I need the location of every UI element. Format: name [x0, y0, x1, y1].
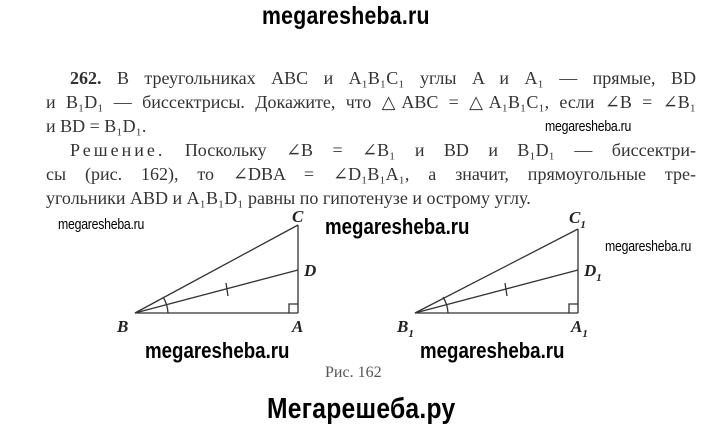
solution-line-text: сы (рис. 162), то ∠DBA = ∠D₁B₁A₁, а знач… [46, 164, 696, 184]
label-d1: D1 [583, 261, 602, 284]
angle-arc [162, 296, 169, 314]
right-angle-mark [568, 303, 578, 313]
triangle-a1b1c1 [414, 228, 579, 314]
side-bc [134, 224, 299, 314]
label-d: D [303, 261, 316, 280]
side-b1c1 [414, 228, 579, 314]
problem-line-2: и B₁D₁ — биссектрисы. Докажите, что △ABC… [46, 90, 696, 114]
label-a: A [291, 317, 303, 336]
watermark-top: megaresheba.ru [262, 2, 430, 30]
solution-line-text: Поскольку ∠B = ∠B₁ и BD и B₁D₁ — биссект… [184, 140, 697, 160]
label-b1: B1 [396, 317, 414, 340]
solution-heading: Решение. [70, 140, 166, 160]
right-angle-mark [288, 303, 298, 313]
problem-number: 262. [70, 68, 102, 88]
solution-line-1: Решение. Поскольку ∠B = ∠B₁ и BD и B₁D₁ … [46, 138, 696, 162]
watermark-bottom: Мегарешеба.ру [267, 393, 456, 425]
bisector-bd [134, 269, 299, 314]
label-a1: A1 [570, 317, 588, 340]
solution-line-2: сы (рис. 162), то ∠DBA = ∠D₁B₁A₁, а знач… [46, 162, 696, 186]
watermark-mid: megaresheba.ru [420, 338, 565, 363]
watermark-small: megaresheba.ru [605, 238, 692, 255]
figure-caption: Рис. 162 [325, 364, 382, 381]
tick-mark [504, 282, 508, 297]
problem-line-text: и BD = B₁D₁. [46, 116, 147, 136]
problem-line-1: 262. В треугольниках ABC и A₁B₁C₁ углы A… [46, 66, 696, 90]
bisector-b1d1 [414, 269, 579, 314]
solution-line-text: угольники ABD и A₁B₁D₁ равны по гипотену… [46, 188, 531, 208]
problem-line-text: В треугольниках ABC и A₁B₁C₁ углы A и A₁… [116, 68, 697, 88]
problem-line-text: и B₁D₁ — биссектрисы. Докажите, что △ABC… [46, 92, 696, 112]
label-c1: C1 [569, 208, 586, 231]
problem-text: 262. В треугольниках ABC и A₁B₁C₁ углы A… [46, 66, 696, 210]
problem-line-3: и BD = B₁D₁. [46, 114, 696, 138]
watermark-small: megaresheba.ru [58, 216, 145, 233]
label-c: C [292, 207, 304, 226]
watermark-mid: megaresheba.ru [145, 338, 290, 363]
angle-arc [442, 296, 449, 314]
solution-line-3: угольники ABD и A₁B₁D₁ равны по гипотену… [46, 186, 696, 210]
watermark-small: megaresheba.ru [545, 118, 632, 135]
label-b: B [116, 317, 128, 336]
watermark-mid: megaresheba.ru [325, 214, 470, 239]
tick-mark [225, 282, 229, 297]
triangle-abc [134, 224, 299, 314]
